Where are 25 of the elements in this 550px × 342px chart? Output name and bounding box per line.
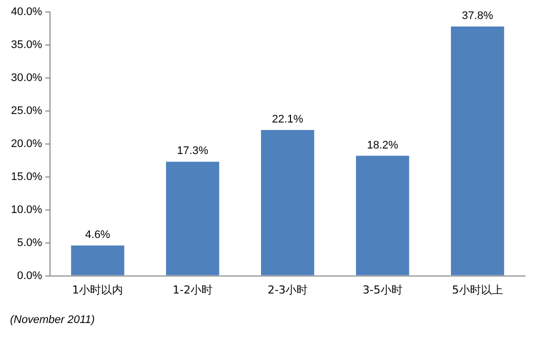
data-label: 18.2% (366, 139, 398, 152)
y-tick-label: 30.0% (10, 72, 42, 84)
x-tick-label: 2-3小时 (268, 283, 308, 296)
data-label: 17.3% (177, 145, 208, 158)
bar (450, 26, 504, 276)
x-tick-label: 3-5小时 (362, 283, 403, 296)
bar (261, 130, 314, 276)
y-tick-label: 0.0% (17, 270, 42, 282)
y-tick-label: 40.0% (10, 6, 42, 18)
x-tick-label: 1小时以内 (72, 283, 124, 296)
bar (71, 245, 124, 276)
bar (166, 162, 220, 276)
x-tick-label: 5小时以上 (452, 283, 504, 296)
x-tick-label: 1-2小时 (172, 283, 213, 296)
text: (November 2011) (10, 314, 95, 326)
y-tick-label: 5.0% (17, 236, 42, 249)
data-label: 37.8% (462, 10, 494, 22)
data-label: 4.6% (85, 228, 110, 241)
bar (356, 156, 410, 276)
y-tick-label: 20.0% (10, 138, 42, 150)
y-tick-label: 10.0% (10, 204, 42, 216)
y-tick-label: 25.0% (10, 104, 42, 117)
data-label: 22.1% (272, 114, 304, 126)
y-tick-label: 35.0% (10, 39, 42, 52)
y-tick-label: 15.0% (10, 170, 42, 183)
